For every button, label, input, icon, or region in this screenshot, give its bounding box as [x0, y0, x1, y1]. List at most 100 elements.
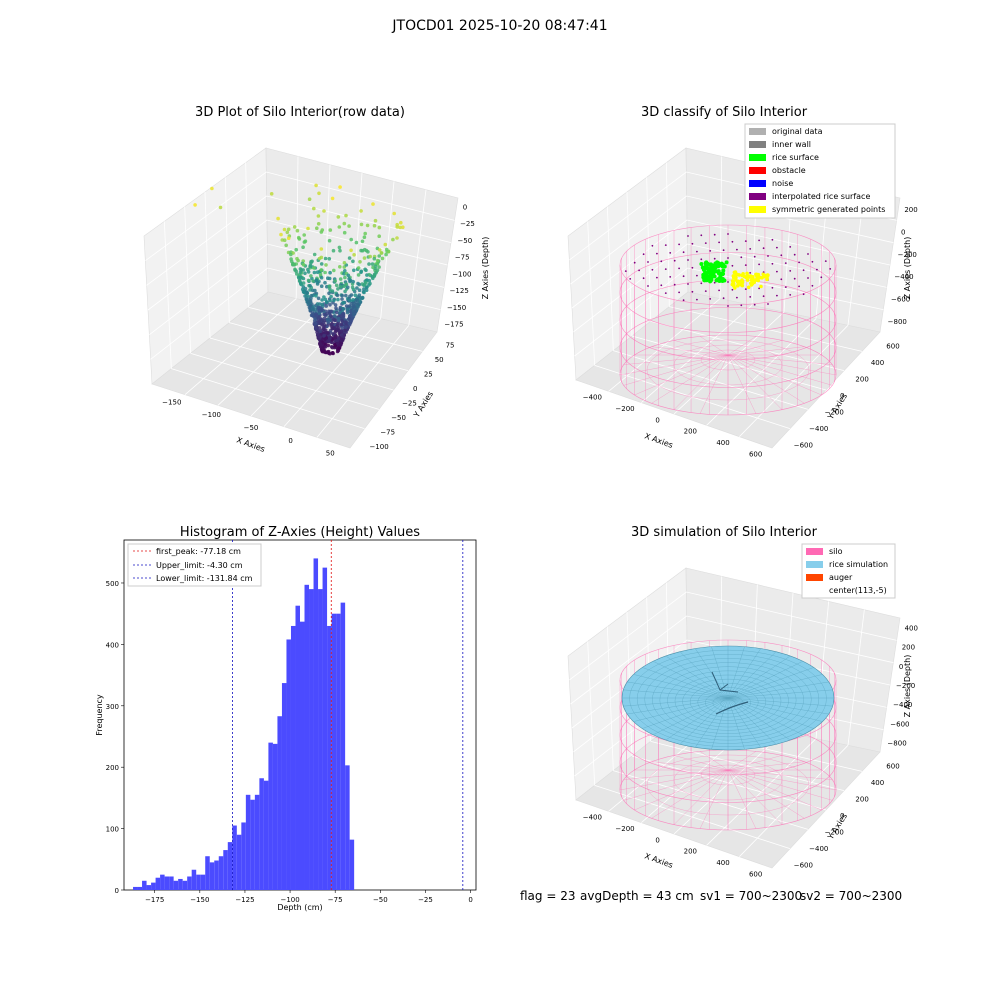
interpolated-point — [789, 294, 792, 296]
data-point — [330, 196, 335, 201]
interpolated-point — [638, 269, 640, 272]
legend-swatch-noise — [749, 180, 766, 187]
auger-trace — [711, 671, 739, 693]
histogram-bar — [169, 876, 174, 890]
data-point — [309, 274, 313, 278]
data-point — [344, 213, 348, 218]
data-point — [342, 221, 347, 226]
data-point — [342, 284, 346, 289]
data-point — [371, 202, 375, 206]
data-point — [303, 271, 307, 276]
x-tick-label: −75 — [328, 896, 343, 904]
data-point — [395, 225, 400, 229]
histogram-bar — [281, 683, 287, 890]
interpolated-point — [762, 247, 765, 250]
tick-label: −600 — [794, 442, 813, 450]
surface-mesh-line — [727, 667, 814, 699]
interpolated-point — [731, 288, 734, 291]
data-point — [336, 297, 340, 302]
data-point — [297, 273, 302, 277]
data-point — [338, 265, 342, 269]
data-point — [336, 287, 340, 291]
interpolated-point — [727, 281, 729, 283]
data-point — [326, 331, 330, 335]
data-point — [294, 247, 299, 252]
interpolated-point — [767, 255, 769, 257]
data-point — [349, 293, 354, 297]
data-point — [289, 252, 293, 257]
data-point — [315, 302, 320, 306]
data-point — [269, 192, 274, 196]
legend-label-silo: silo — [829, 547, 843, 556]
data-point — [314, 313, 319, 318]
data-point — [349, 318, 354, 322]
y-tick-label: 100 — [106, 826, 119, 834]
interpolated-point — [664, 244, 667, 247]
interpolated-point — [807, 277, 809, 279]
histogram-bar — [227, 842, 233, 890]
data-point — [312, 304, 316, 309]
legend-label-original: original data — [772, 127, 823, 136]
data-point — [322, 319, 327, 323]
data-point — [311, 279, 315, 283]
tick-label: 400 — [871, 359, 884, 367]
legend-label-auger: auger — [829, 573, 853, 582]
y-tick-label: 200 — [106, 764, 119, 772]
interpolated-point — [642, 277, 645, 280]
data-point — [306, 300, 311, 305]
interpolated-point — [691, 266, 694, 269]
data-point — [398, 225, 402, 230]
data-point — [316, 222, 321, 226]
histogram-y-ticks: 0 100 200 300 400 500 — [106, 580, 124, 895]
grid-line — [145, 171, 455, 261]
raw-3d-points — [193, 183, 405, 356]
data-point — [286, 227, 291, 232]
data-point — [314, 183, 318, 188]
data-point — [356, 273, 361, 277]
data-point — [359, 248, 363, 253]
data-point — [338, 343, 342, 347]
interpolated-point — [704, 290, 707, 292]
tick-label: −50 — [457, 237, 472, 245]
data-point — [343, 275, 347, 280]
rice-surface-point — [701, 267, 706, 272]
histogram-bar — [327, 625, 332, 890]
tick-label: −400 — [809, 845, 828, 853]
rice-surface-point — [707, 273, 712, 278]
data-point — [372, 223, 377, 228]
histogram-bar — [236, 834, 242, 890]
histogram-bar — [200, 874, 206, 890]
interpolated-point — [629, 278, 632, 280]
data-point — [329, 294, 333, 299]
interpolated-point — [767, 303, 769, 305]
data-point — [338, 284, 343, 289]
interpolated-point — [660, 260, 663, 263]
histogram-bar — [304, 584, 310, 890]
data-point — [349, 301, 354, 306]
x-tick-label: −150 — [190, 896, 209, 904]
surface-mesh-line — [727, 697, 823, 722]
data-point — [355, 286, 359, 290]
tick-label: 200 — [684, 848, 697, 856]
interpolated-point — [678, 243, 680, 246]
interpolated-point — [820, 276, 823, 279]
data-point — [349, 237, 354, 242]
data-point — [343, 325, 348, 329]
interpolated-point — [731, 264, 734, 267]
histogram-bar — [345, 765, 350, 890]
data-point — [316, 214, 321, 218]
symmetric-point — [765, 277, 769, 282]
symmetric-point — [766, 273, 770, 278]
data-point — [318, 335, 322, 339]
symmetric-point — [731, 280, 735, 284]
tick-label: −400 — [893, 701, 912, 709]
classify-y-axis-label: Y Axies — [826, 392, 850, 422]
histogram-bar — [164, 876, 170, 890]
interpolated-point — [656, 276, 658, 279]
tick-label: −400 — [894, 273, 913, 281]
tick-label: −200 — [896, 682, 915, 690]
tick-label: 600 — [749, 450, 762, 458]
legend-swatch-auger — [806, 574, 823, 581]
interpolated-point — [660, 284, 663, 287]
surface-mesh-line — [679, 697, 729, 745]
